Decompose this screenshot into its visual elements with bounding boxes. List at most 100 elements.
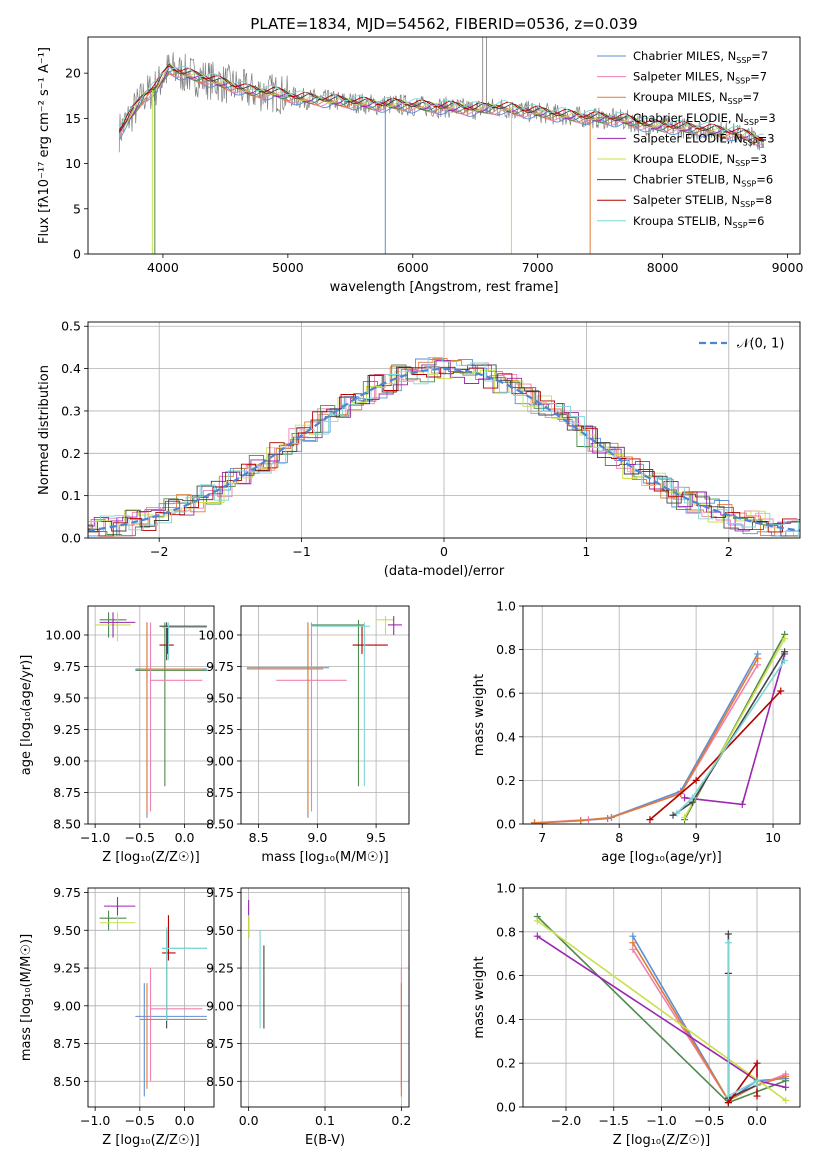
chart-weight_vs_Z: −2.0 −1.5 −1.0 −0.5 0.0 0.0 0.2 0.4 0.6 0.8 1.0 Z [… (472, 881, 801, 1148)
mass-weight-marker (607, 813, 615, 821)
x-tick-label: 9.5 (366, 830, 386, 845)
y-tick-label: 9.25 (206, 722, 234, 737)
axes-frame (87, 36, 801, 255)
mass-weight-marker (777, 687, 785, 695)
mass-weight-marker (669, 811, 677, 819)
y-tick-label: 20 (65, 66, 81, 81)
mass-weight-line (534, 653, 759, 824)
x-tick-label: 0.0 (747, 1113, 767, 1128)
y-axis-label: age [log₁₀(age/yr)] (19, 655, 34, 776)
chart-age_vs_mass: 8.5 9.0 9.5 8.50 8.75 9.00 9.25 9.50 9.75 10.00 ma… (198, 605, 410, 865)
y-tick-label: 8.75 (53, 1036, 81, 1051)
plot-area (533, 912, 790, 1107)
mass-weight-marker (533, 932, 541, 940)
mass-weight-marker (782, 1077, 790, 1085)
plot-area (88, 357, 800, 537)
x-axis-label: wavelength [Angstrom, rest frame] (330, 280, 559, 295)
axes-frame (87, 605, 215, 825)
y-tick-label: 0.0 (61, 531, 81, 546)
residual-histogram (88, 369, 800, 537)
mass-weight-marker (629, 932, 637, 940)
x-tick-label: 10 (765, 830, 781, 845)
mass-weight-marker (754, 654, 762, 662)
legend-label: Kroupa MILES, NSSP=7 (633, 90, 759, 106)
y-tick-label: 0.8 (496, 924, 516, 939)
y-tick-label: 0 (73, 247, 81, 262)
legend: Chabrier MILES, NSSP=7 Salpeter MILES, NS… (597, 49, 776, 230)
figure-title: PLATE=1834, MJD=54562, FIBERID=0536, z=0… (250, 15, 637, 33)
mass-weight-line (672, 651, 786, 816)
mass-weight-line (534, 657, 759, 824)
mass-weight-marker (782, 1096, 790, 1104)
mass-weight-marker (724, 1092, 732, 1100)
x-tick-label: 7000 (522, 260, 554, 275)
mass-weight-marker (724, 1099, 732, 1107)
x-tick-label: 8 (615, 830, 623, 845)
mass-weight-marker (781, 648, 789, 656)
y-tick-label: 0.0 (496, 1100, 516, 1115)
mass-weight-marker (738, 800, 746, 808)
y-tick-label: 10 (65, 156, 81, 171)
axes-frame (240, 605, 410, 825)
legend: 𝒩(0, 1) (699, 337, 784, 352)
y-tick-label: 8.50 (206, 1074, 234, 1089)
x-axis-label: E(B-V) (305, 1133, 345, 1148)
chart-mass_vs_ebv: 0.0 0.1 0.2 8.50 8.75 9.00 9.25 9.50 9.75 E(B-V) (206, 885, 411, 1148)
y-axis-label: mass weight (472, 956, 487, 1038)
residual-histogram (88, 364, 800, 537)
y-tick-label: 9.00 (53, 753, 81, 768)
x-axis-label: (data-model)/error (384, 564, 505, 579)
y-axis-label: Flux [fλ10⁻¹⁷ erg cm⁻² s⁻¹ A⁻¹] (37, 47, 52, 244)
x-tick-label: 2 (725, 544, 733, 559)
x-tick-label: −1.0 (646, 1113, 676, 1128)
residual-histogram (88, 366, 800, 537)
mass-weight-marker (577, 817, 585, 824)
y-tick-label: 9.25 (206, 961, 234, 976)
y-tick-label: 9.75 (206, 659, 234, 674)
model-spectrum-line (118, 72, 764, 146)
y-tick-label: 9.50 (53, 923, 81, 938)
axes-frame (240, 887, 410, 1108)
plot-area (99, 897, 207, 1097)
y-tick-label: 0.3 (61, 403, 81, 418)
y-tick-label: 0.4 (61, 361, 81, 376)
y-tick-label: 0.8 (496, 642, 516, 657)
plot-area (118, 37, 765, 254)
y-axis-label: Normed distribution (37, 365, 52, 495)
y-tick-label: 8.75 (206, 1036, 234, 1051)
x-tick-label: 0.1 (315, 1113, 335, 1128)
mass-weight-marker (646, 816, 654, 824)
model-spectrum-line (118, 70, 764, 148)
mass-weight-marker (692, 776, 700, 784)
y-tick-label: 10.00 (198, 627, 234, 642)
chart-weight_vs_age: 7 8 9 10 0.0 0.2 0.4 0.6 0.8 1.0 age [log₁₀(age/yr… (472, 599, 801, 865)
x-tick-label: 0.0 (239, 1113, 259, 1128)
y-tick-label: 1.0 (496, 881, 516, 896)
mass-weight-marker (681, 813, 689, 821)
legend-label: 𝒩(0, 1) (737, 337, 784, 352)
mass-weight-marker (781, 635, 789, 643)
chart-residuals: −2 −1 0 1 2 0.0 0.1 0.2 0.3 0.4 0.5 (data-model)/er… (37, 319, 801, 579)
x-tick-label: −0.5 (694, 1113, 724, 1128)
y-tick-label: 8.50 (206, 817, 234, 832)
legend-label: Chabrier STELIB, NSSP=6 (633, 173, 773, 189)
y-axis-label: mass [log₁₀(M/M☉)] (19, 934, 34, 1061)
plot-area (246, 616, 402, 818)
chart-age_vs_Z: −1.0 −0.5 0.0 8.50 8.75 9.00 9.25 9.50 9.75 10.00… (19, 605, 215, 865)
legend-label: Chabrier MILES, NSSP=7 (633, 49, 768, 65)
y-tick-label: 9.75 (53, 659, 81, 674)
plot-area (248, 900, 402, 1097)
mass-weight-line (534, 664, 759, 824)
mass-weight-marker (753, 1092, 761, 1100)
mass-weight-marker (629, 945, 637, 953)
x-tick-label: 8000 (647, 260, 679, 275)
mass-weight-marker (688, 794, 696, 802)
y-tick-label: 9.00 (206, 753, 234, 768)
x-tick-label: 7 (538, 830, 546, 845)
y-tick-label: 0.4 (496, 1012, 516, 1027)
mass-weight-marker (753, 1081, 761, 1089)
x-tick-label: 5000 (272, 260, 304, 275)
y-axis-label: mass weight (472, 674, 487, 756)
x-axis-label: mass [log₁₀(M/M☉)] (261, 850, 388, 865)
